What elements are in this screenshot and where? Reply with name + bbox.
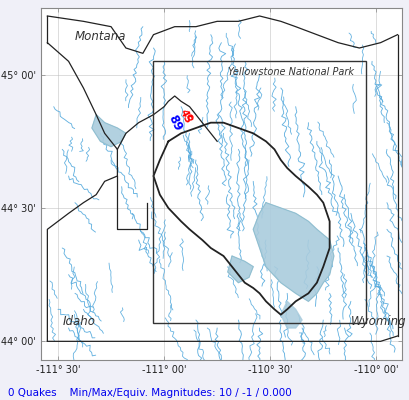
Text: 45: 45 [177, 107, 193, 125]
Bar [153, 61, 365, 323]
Text: 89: 89 [165, 113, 184, 134]
Text: Montana: Montana [75, 30, 126, 43]
Text: 0 Quakes    Min/Max/Equiv. Magnitudes: 10 / -1 / 0.000: 0 Quakes Min/Max/Equiv. Magnitudes: 10 /… [8, 388, 291, 398]
Polygon shape [280, 301, 301, 328]
Polygon shape [253, 203, 333, 301]
Text: Yellowstone National Park: Yellowstone National Park [227, 67, 353, 77]
Polygon shape [227, 256, 253, 283]
Polygon shape [92, 115, 126, 147]
Text: Wyoming: Wyoming [350, 315, 405, 328]
Text: Idaho: Idaho [62, 315, 95, 328]
